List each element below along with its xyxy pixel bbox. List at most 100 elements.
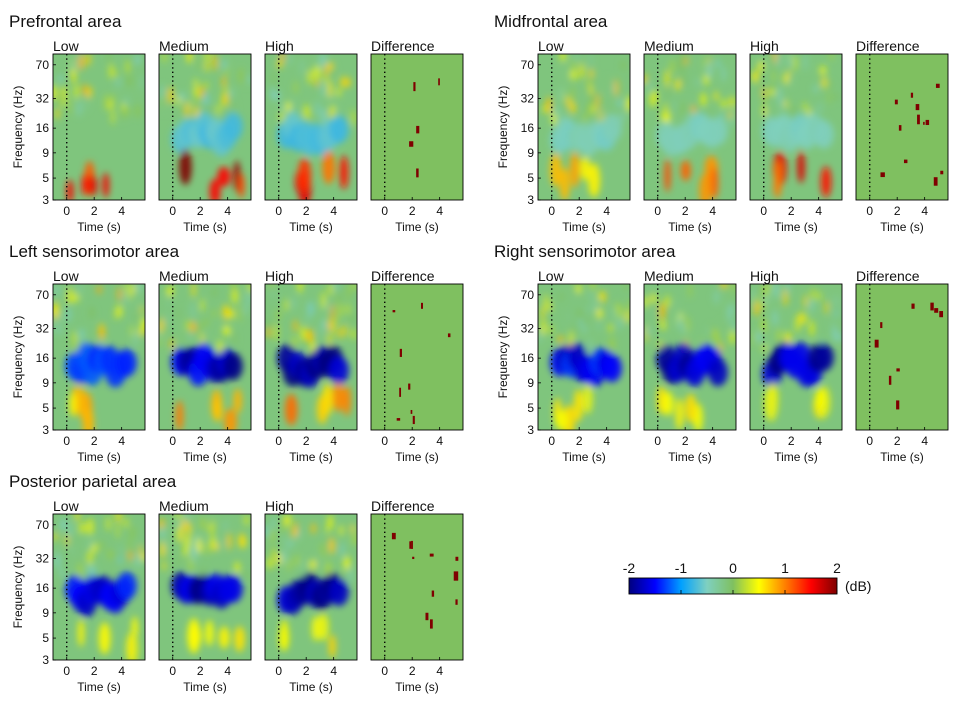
power-cluster (351, 533, 357, 546)
power-cluster (177, 526, 183, 543)
power-cluster (307, 112, 314, 122)
power-cluster (677, 312, 682, 330)
increase-cluster (582, 384, 593, 414)
panel-low: Low 0 2 4 Time (s) 3 5 9 16 32 70 Frequency (Hz) (496, 38, 631, 234)
increase-cluster (280, 619, 289, 651)
y-tick-label: 32 (36, 91, 50, 105)
power-cluster (732, 319, 736, 332)
power-cluster (199, 517, 207, 531)
increase-cluster (328, 634, 336, 658)
y-tick-label: 70 (521, 288, 535, 302)
increase-cluster (212, 399, 223, 422)
power-cluster (344, 521, 352, 535)
power-cluster (58, 312, 64, 323)
power-cluster (134, 103, 141, 119)
power-cluster (96, 285, 102, 294)
x-axis-label: Time (s) (395, 220, 439, 234)
power-cluster (343, 324, 347, 338)
power-cluster (765, 284, 772, 292)
power-cluster (829, 316, 833, 327)
increase-cluster (98, 622, 111, 655)
significant-cluster (392, 310, 396, 313)
y-tick-label: 16 (36, 581, 50, 595)
x-axis-label: Time (s) (395, 450, 439, 464)
power-cluster (77, 54, 85, 71)
power-cluster (664, 295, 671, 308)
power-cluster (340, 75, 345, 89)
significant-cluster (910, 92, 914, 98)
colorbar: -2 -1 0 1 2(dB) (623, 560, 871, 595)
power-cluster (130, 324, 134, 338)
power-cluster (71, 331, 78, 345)
power-cluster (270, 547, 277, 561)
power-cluster (159, 84, 165, 96)
increase-cluster (764, 386, 778, 422)
x-tick-label: 2 (197, 434, 204, 448)
significant-cluster (939, 311, 944, 318)
y-tick-label: 70 (36, 518, 50, 532)
colorbar-tick-label: 1 (781, 560, 789, 576)
power-cluster (768, 82, 775, 93)
increase-cluster (680, 160, 691, 181)
power-cluster (310, 523, 316, 534)
power-cluster (187, 97, 191, 110)
increase-cluster (664, 158, 671, 193)
power-cluster (107, 549, 114, 560)
power-cluster (350, 109, 356, 127)
x-tick-label: 4 (921, 434, 928, 448)
power-cluster (760, 317, 767, 334)
power-cluster (545, 96, 552, 114)
power-cluster (776, 87, 783, 104)
x-tick-label: 2 (197, 664, 204, 678)
y-tick-label: 3 (527, 423, 534, 437)
power-cluster (336, 87, 341, 97)
power-cluster (303, 300, 308, 313)
x-axis-label: Time (s) (289, 220, 333, 234)
x-tick-label: 2 (576, 434, 583, 448)
condition-title: Low (53, 498, 80, 514)
power-cluster (583, 114, 587, 123)
power-cluster (287, 538, 295, 548)
power-cluster (755, 331, 762, 343)
power-cluster (577, 308, 583, 320)
power-cluster (177, 556, 182, 566)
power-cluster (106, 54, 111, 65)
power-cluster (644, 284, 652, 291)
power-cluster (71, 342, 79, 355)
power-cluster (321, 54, 327, 67)
power-cluster (548, 324, 554, 335)
power-cluster (751, 330, 756, 347)
power-cluster (679, 54, 687, 65)
condition-title: High (265, 268, 294, 284)
power-cluster (247, 74, 251, 84)
power-cluster (78, 522, 86, 534)
panel-low: Low 0 2 4 Time (s) 3 5 9 16 32 70 Frequency (Hz) (496, 268, 631, 464)
power-cluster (328, 537, 336, 555)
significant-cluster (410, 409, 413, 414)
power-cluster (669, 59, 675, 75)
power-cluster (53, 316, 59, 335)
power-cluster (809, 288, 817, 301)
significant-cluster (915, 104, 920, 111)
power-cluster (186, 54, 193, 64)
power-cluster (773, 284, 780, 299)
condition-title: Medium (644, 38, 694, 54)
power-cluster (543, 293, 549, 311)
significant-cluster (896, 368, 900, 372)
power-cluster (86, 549, 93, 567)
x-axis-label: Time (s) (77, 220, 121, 234)
x-tick-label: 0 (63, 664, 70, 678)
power-cluster (324, 538, 330, 552)
condition-title: Low (53, 268, 80, 284)
panel-frame (749, 283, 843, 431)
suppression-cluster (116, 571, 137, 600)
power-cluster (270, 527, 275, 544)
power-cluster (579, 318, 583, 327)
power-cluster (721, 98, 726, 109)
power-blobs (159, 284, 251, 430)
power-cluster (299, 559, 307, 572)
power-cluster (700, 92, 707, 107)
increase-cluster (342, 385, 351, 416)
power-cluster (140, 75, 144, 90)
panel-frame (370, 283, 464, 431)
